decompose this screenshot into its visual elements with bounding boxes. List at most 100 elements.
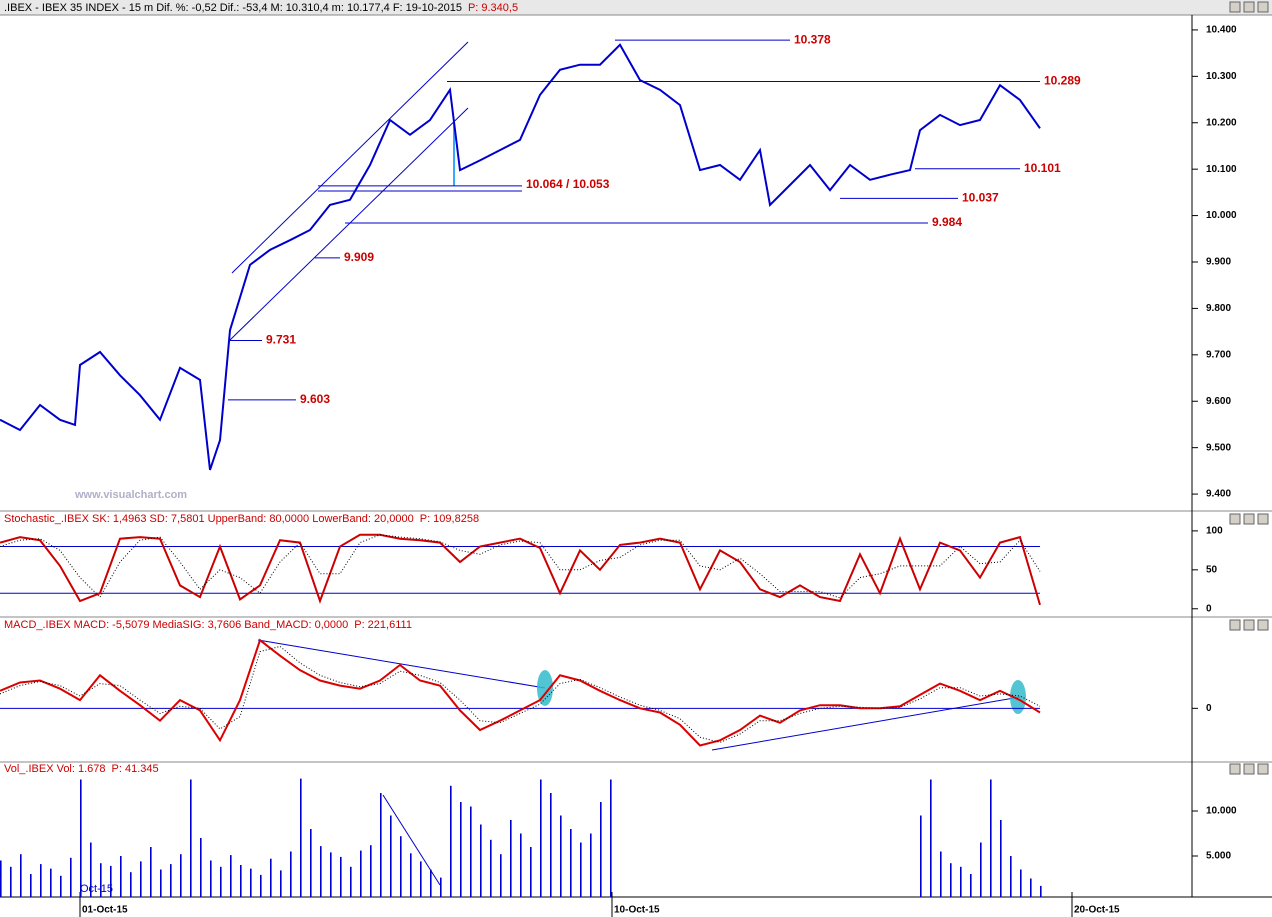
y-tick-label: 9.600 xyxy=(1206,396,1231,407)
minimize[interactable] xyxy=(1229,619,1241,631)
bar xyxy=(600,802,602,897)
bar xyxy=(370,845,372,897)
bar xyxy=(60,875,62,897)
bar xyxy=(180,854,182,897)
close[interactable] xyxy=(1257,1,1269,13)
bar xyxy=(360,850,362,897)
bar xyxy=(150,846,152,897)
bar xyxy=(460,802,462,897)
level-label: 9.909 xyxy=(344,250,374,264)
bar xyxy=(480,824,482,897)
bar xyxy=(20,854,22,897)
bar xyxy=(160,869,162,897)
y-tick-label: 0 xyxy=(1206,703,1212,714)
bar xyxy=(250,868,252,897)
level-label: 10.064 / 10.053 xyxy=(526,177,610,191)
y-tick-label: 50 xyxy=(1206,564,1218,575)
title: Stochastic_.IBEX SK: 1,4963 SD: 7,5801 U… xyxy=(4,513,414,525)
bar xyxy=(210,860,212,897)
bar xyxy=(190,779,192,897)
panel-title: .IBEX - IBEX 35 INDEX - 15 m Dif. %: -0,… xyxy=(4,2,518,14)
channel-line xyxy=(229,107,469,341)
bar xyxy=(330,852,332,897)
maximize[interactable] xyxy=(1243,513,1255,525)
bar xyxy=(490,839,492,897)
bar xyxy=(960,866,962,897)
bar xyxy=(310,828,312,897)
bar xyxy=(1010,855,1012,897)
bar xyxy=(200,837,202,897)
bar xyxy=(580,842,582,897)
trend-line xyxy=(711,696,1021,751)
bar xyxy=(560,815,562,897)
y-tick-label: 10.400 xyxy=(1206,25,1237,36)
bar xyxy=(980,842,982,897)
y-tick-label: 100 xyxy=(1206,526,1223,537)
bar xyxy=(550,793,552,897)
bar xyxy=(570,828,572,897)
close[interactable] xyxy=(1257,513,1269,525)
minimize[interactable] xyxy=(1229,763,1241,775)
y-tick-label: 5.000 xyxy=(1206,851,1231,862)
bar xyxy=(320,846,322,897)
minimize[interactable] xyxy=(1229,1,1241,13)
close[interactable] xyxy=(1257,619,1269,631)
bar xyxy=(1020,869,1022,897)
series-line xyxy=(0,534,1041,599)
close[interactable] xyxy=(1257,763,1269,775)
title: Vol_.IBEX Vol: 1.678 xyxy=(4,763,106,775)
header-bar xyxy=(0,0,1272,15)
bar xyxy=(240,864,242,897)
bar xyxy=(970,873,972,897)
x-tick-label: 20-Oct-15 xyxy=(1074,905,1120,916)
y-tick-label: 9.400 xyxy=(1206,489,1231,500)
bar xyxy=(90,842,92,897)
bar xyxy=(930,779,932,897)
y-tick-label: 9.500 xyxy=(1206,442,1231,453)
watermark: www.visualchart.com xyxy=(74,489,187,501)
x-tick-label: 01-Oct-15 xyxy=(82,905,128,916)
bar xyxy=(260,874,262,897)
bar xyxy=(520,833,522,897)
bar xyxy=(610,779,612,897)
bar xyxy=(400,836,402,897)
bar xyxy=(420,861,422,897)
maximize[interactable] xyxy=(1243,1,1255,13)
level-label: 9.984 xyxy=(932,215,962,229)
highlight xyxy=(1010,680,1026,714)
bar xyxy=(920,815,922,897)
bar xyxy=(1030,878,1032,897)
series-line xyxy=(0,43,1041,471)
bar xyxy=(100,863,102,897)
bar xyxy=(1040,885,1042,897)
maximize[interactable] xyxy=(1243,763,1255,775)
title-note: P: 109,8258 xyxy=(420,513,479,525)
bar xyxy=(220,866,222,897)
series-line xyxy=(0,645,1041,743)
bar xyxy=(350,866,352,897)
bar xyxy=(270,858,272,897)
bar xyxy=(30,873,32,897)
bar xyxy=(300,778,302,897)
bar xyxy=(340,856,342,897)
bar xyxy=(280,870,282,897)
maximize[interactable] xyxy=(1243,619,1255,631)
bar xyxy=(230,855,232,897)
level-label: 10.101 xyxy=(1024,161,1061,175)
bar xyxy=(950,863,952,897)
bar xyxy=(530,846,532,897)
y-tick-label: 10.100 xyxy=(1206,164,1237,175)
bar xyxy=(290,851,292,897)
bar xyxy=(80,779,82,897)
title: .IBEX - IBEX 35 INDEX - 15 m Dif. %: -0,… xyxy=(4,2,462,14)
minimize[interactable] xyxy=(1229,513,1241,525)
bar xyxy=(940,851,942,897)
panel-title: Vol_.IBEX Vol: 1.678 P: 41.345 xyxy=(4,763,159,775)
y-tick-label: 10.300 xyxy=(1206,71,1237,82)
window-buttons[interactable] xyxy=(1229,1,1269,775)
bar xyxy=(40,864,42,897)
y-tick-label: 9.800 xyxy=(1206,303,1231,314)
level-label: 10.289 xyxy=(1044,74,1081,88)
